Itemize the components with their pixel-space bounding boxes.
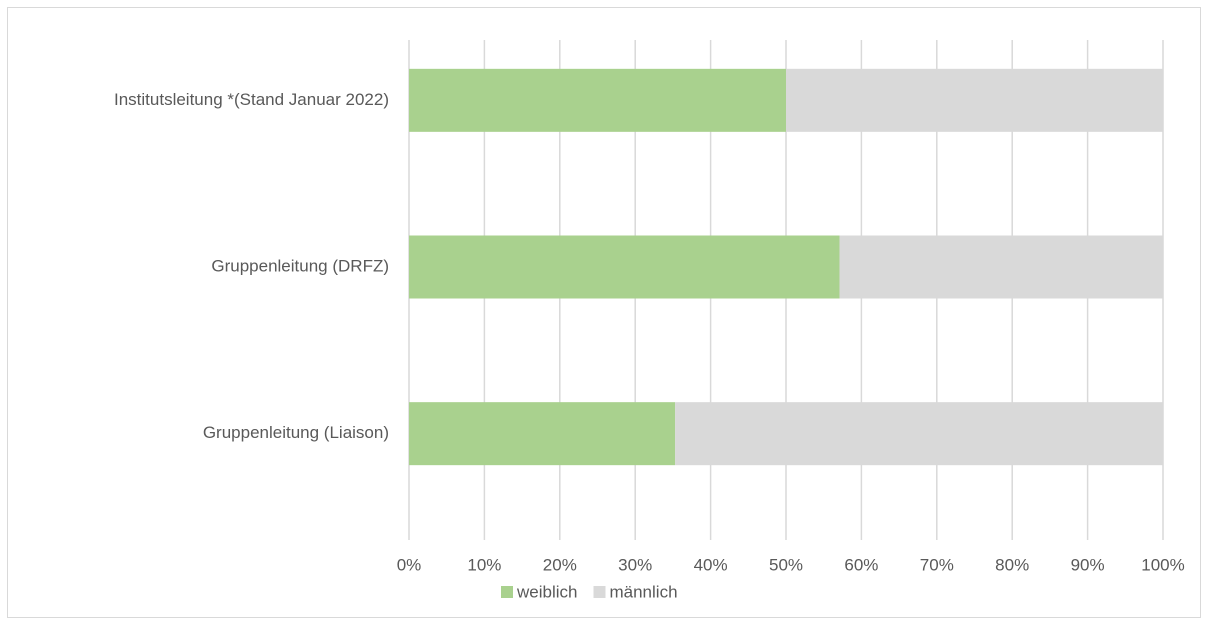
- legend-label: männlich: [609, 582, 677, 601]
- x-tick-label: 90%: [1071, 555, 1105, 574]
- x-tick-label: 40%: [694, 555, 728, 574]
- x-tick-label: 30%: [618, 555, 652, 574]
- bar-segment: [409, 235, 840, 299]
- x-tick-label: 0%: [397, 555, 422, 574]
- legend-swatch: [501, 586, 513, 598]
- x-tick-label: 80%: [995, 555, 1029, 574]
- x-tick-label: 100%: [1141, 555, 1184, 574]
- bar-segment: [409, 402, 676, 466]
- bar-segment: [839, 235, 1163, 299]
- bar-segment: [409, 68, 786, 132]
- x-tick-label: 70%: [920, 555, 954, 574]
- legend-swatch: [593, 586, 606, 598]
- x-tick-label: 60%: [844, 555, 878, 574]
- y-tick-label: Institutsleitung *(Stand Januar 2022): [114, 90, 389, 109]
- y-tick-label: Gruppenleitung (Liaison): [203, 423, 389, 442]
- bar-segment: [786, 68, 1163, 132]
- x-tick-label: 20%: [543, 555, 577, 574]
- x-tick-label: 50%: [769, 555, 803, 574]
- y-tick-label: Gruppenleitung (DRFZ): [211, 256, 389, 275]
- legend-label: weiblich: [516, 582, 577, 601]
- x-tick-label: 10%: [467, 555, 501, 574]
- bar-segment: [675, 402, 1163, 466]
